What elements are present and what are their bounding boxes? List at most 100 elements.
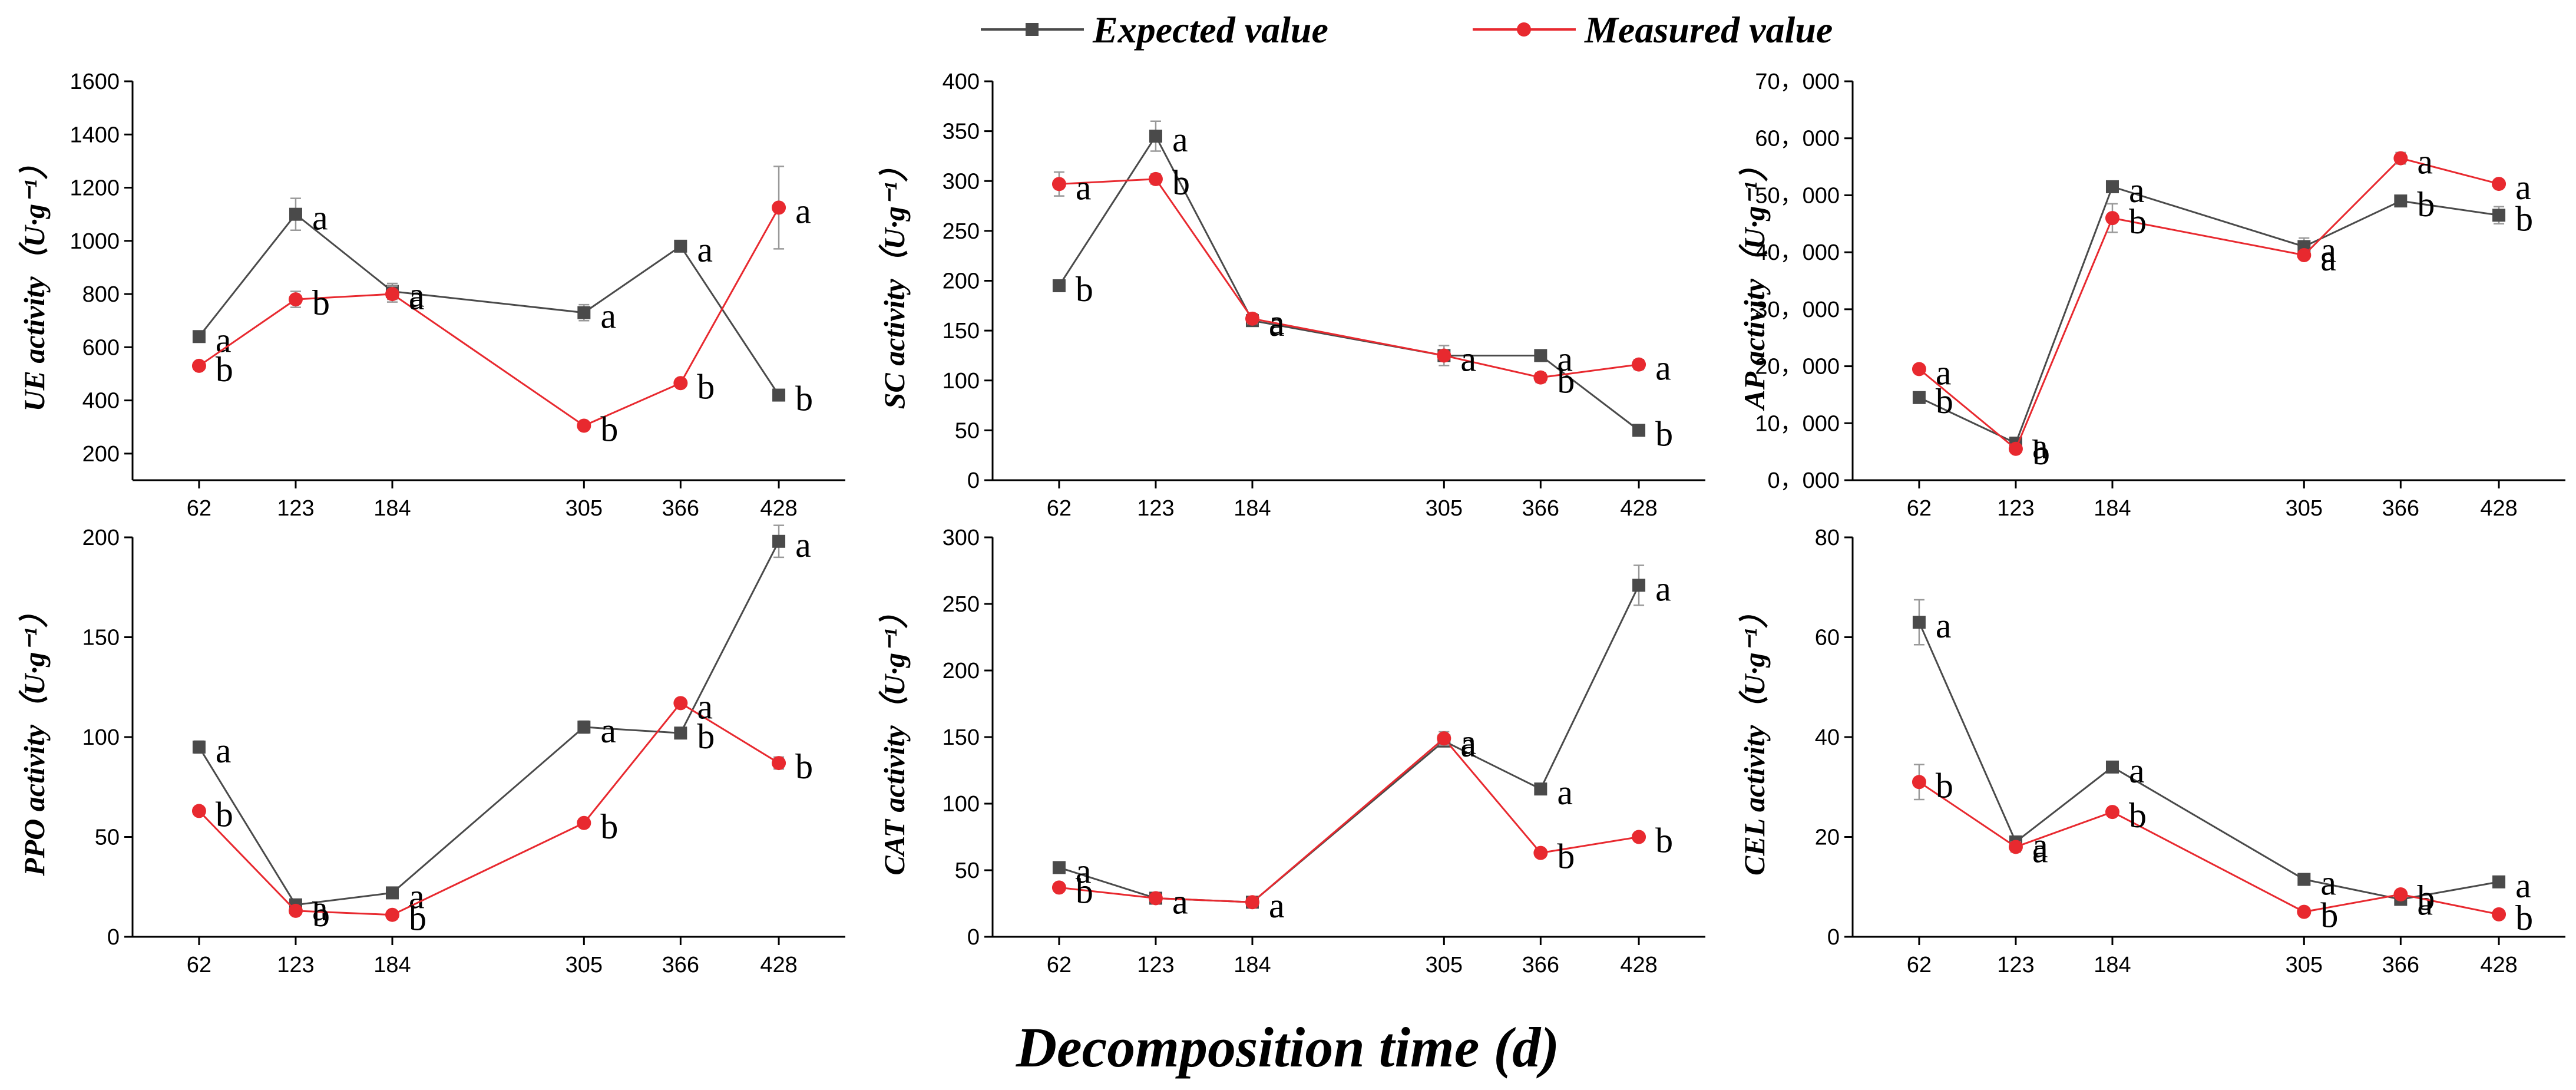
ue-y-axis-title: UE activity（U·g⁻¹）: [18, 150, 51, 411]
cel-x-tick-label: 366: [2382, 953, 2419, 977]
cat-x-tick-label: 184: [1234, 953, 1271, 977]
legend-expected-label: Expected value: [1092, 9, 1328, 51]
ap-measured-point: [2393, 151, 2408, 166]
cel-measured-significance-letter: b: [2129, 796, 2147, 835]
cel-expected-significance-letter: a: [2515, 866, 2531, 905]
ue-expected-point: [192, 330, 206, 343]
sc-measured-point: [1051, 177, 1066, 191]
ap-y-tick-label: 20，000: [1755, 355, 1840, 379]
ap-expected-significance-letter: b: [1936, 382, 1953, 421]
sc-measured-point: [1533, 370, 1548, 385]
cat-measured-point: [1148, 891, 1163, 906]
ppo-measured-significance-letter: b: [409, 899, 426, 938]
sc-y-tick-label: 250: [943, 219, 980, 244]
sc-x-tick-label: 428: [1620, 496, 1657, 521]
ap-x-tick-label: 428: [2480, 496, 2517, 521]
ue-measured-point: [673, 376, 688, 391]
cat-expected-point: [1632, 579, 1646, 592]
ap-y-tick-label: 40，000: [1755, 240, 1840, 265]
cel-expected-point: [2105, 760, 2119, 774]
cat-x-tick-label: 428: [1620, 953, 1657, 977]
cat-expected-significance-letter: a: [1269, 886, 1285, 925]
cat-measured-point: [1533, 845, 1548, 860]
cel-measured-significance-letter: b: [2515, 899, 2533, 937]
ap-expected-point: [2105, 180, 2119, 193]
sc-x-tick-label: 184: [1234, 496, 1271, 521]
cat-expected-line: [1059, 584, 1640, 903]
ue-measured-line: [199, 207, 780, 427]
ppo-measured-point: [191, 804, 206, 818]
ue-y-tick-label: 600: [82, 335, 120, 360]
ap-measured-significance-letter: a: [2320, 239, 2336, 278]
ppo-x-tick-label: 62: [187, 953, 211, 977]
ppo-measured-significance-letter: b: [216, 795, 233, 834]
cat-expected-point: [1052, 861, 1066, 874]
ppo-expected-significance-letter: b: [697, 717, 715, 756]
cel-expected-point: [2297, 873, 2311, 886]
cat-measured-significance-letter: a: [1172, 882, 1188, 921]
cel-y-tick-label: 0: [1827, 925, 1840, 950]
cat-y-tick-label: 300: [943, 526, 980, 550]
ap-measured-point: [2492, 177, 2506, 191]
cat-expected-significance-letter: a: [1460, 725, 1476, 764]
ue-expected-significance-letter: a: [312, 199, 328, 237]
ppo-expected-point: [192, 740, 206, 754]
ue-measured-point: [385, 287, 399, 302]
ue-measured-significance-letter: a: [795, 191, 811, 230]
ap-expected-significance-letter: a: [2129, 171, 2145, 210]
ppo-measured-point: [577, 815, 591, 830]
sc-x-tick-label: 62: [1047, 496, 1072, 521]
cel-expected-significance-letter: a: [2320, 864, 2336, 903]
cat-y-tick-label: 100: [943, 792, 980, 817]
ue-measured-point: [288, 292, 303, 307]
cat-measured-point: [1051, 880, 1066, 895]
sc-expected-significance-letter: b: [1076, 270, 1093, 309]
ap-measured-significance-letter: a: [2417, 143, 2433, 181]
ppo-expected-significance-letter: a: [216, 731, 232, 770]
ue-x-tick-label: 305: [566, 496, 603, 521]
ppo-expected-significance-letter: a: [312, 889, 328, 928]
cel-measured-point: [1912, 775, 1926, 790]
ue-expected-point: [289, 207, 302, 221]
cat-y-tick-label: 0: [967, 925, 980, 950]
sc-y-tick-label: 100: [943, 369, 980, 394]
cel-y-tick-label: 80: [1815, 526, 1840, 550]
ap-measured-significance-letter: a: [1936, 353, 1952, 392]
chart-ppo: 0 50 100 150 200 62 123 184 305 366 428 PPO activit…: [18, 524, 845, 977]
sc-measured-point: [1437, 348, 1451, 363]
ppo-measured-significance-letter: b: [600, 807, 618, 846]
ppo-expected-significance-letter: a: [409, 877, 425, 916]
cat-measured-significance-letter: b: [1557, 837, 1575, 876]
cat-x-tick-label: 366: [1522, 953, 1559, 977]
ppo-expected-point: [674, 726, 687, 740]
sc-measured-significance-letter: b: [1557, 362, 1575, 401]
ue-y-tick-label: 800: [82, 282, 120, 307]
ap-measured-significance-letter: b: [2129, 202, 2147, 241]
cat-y-tick-label: 250: [943, 592, 980, 617]
cat-measured-significance-letter: b: [1655, 821, 1673, 860]
cat-measured-significance-letter: a: [1460, 722, 1476, 761]
sc-expected-point: [1632, 424, 1646, 437]
ap-y-tick-label: 70，000: [1755, 70, 1840, 94]
ue-measured-significance-letter: b: [697, 367, 715, 406]
ppo-x-tick-label: 428: [760, 953, 797, 977]
sc-y-tick-label: 150: [943, 319, 980, 343]
sc-measured-point: [1148, 171, 1163, 186]
cat-y-axis-title: CAT activity（U·g⁻¹）: [878, 599, 911, 875]
ap-x-tick-label: 305: [2286, 496, 2323, 521]
cat-y-tick-label: 200: [943, 659, 980, 683]
ap-expected-significance-letter: b: [2417, 185, 2435, 224]
ppo-measured-point: [288, 903, 303, 918]
ppo-measured-line: [198, 702, 779, 916]
ue-measured-significance-letter: b: [600, 409, 618, 448]
cat-x-tick-label: 62: [1047, 953, 1072, 977]
sc-expected-point: [1149, 130, 1162, 143]
cel-measured-point: [2492, 907, 2506, 921]
ppo-y-tick-label: 200: [82, 526, 120, 550]
cat-measured-line: [1059, 737, 1639, 903]
cel-expected-significance-letter: a: [2032, 826, 2048, 865]
ap-measured-point: [2297, 247, 2312, 262]
ppo-measured-point: [673, 696, 688, 711]
